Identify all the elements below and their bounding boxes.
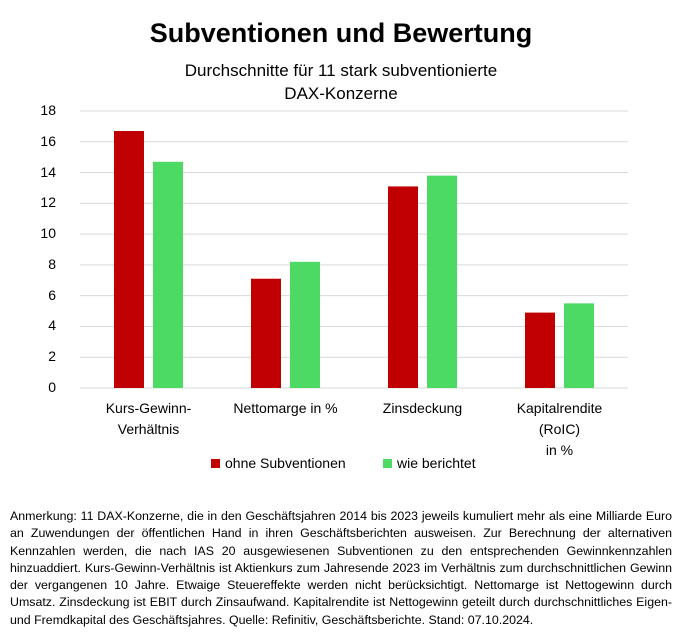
legend-item: wie berichtet xyxy=(383,455,476,471)
legend-label: ohne Subventionen xyxy=(225,455,346,471)
legend-item: ohne Subventionen xyxy=(211,455,346,471)
y-tick-label: 4 xyxy=(48,317,56,334)
y-tick-label: 12 xyxy=(40,194,56,211)
legend-swatch xyxy=(383,458,392,468)
bar xyxy=(251,278,281,388)
x-tick-label: Kapitalrendite (RoIC) in % xyxy=(516,400,603,458)
bar xyxy=(388,186,418,388)
bar xyxy=(564,303,594,388)
y-tick-label: 0 xyxy=(48,379,56,395)
y-tick-label: 14 xyxy=(40,163,56,180)
bar xyxy=(114,131,144,388)
y-tick-label: 18 xyxy=(40,102,56,118)
y-tick-label: 10 xyxy=(40,225,56,242)
chart-title: Subventionen und Bewertung xyxy=(149,18,533,48)
y-tick-label: 8 xyxy=(48,255,56,272)
bar xyxy=(427,175,457,388)
footnote: Anmerkung: 11 DAX-Konzerne, die in den G… xyxy=(10,509,672,627)
bar xyxy=(525,312,555,388)
bar xyxy=(290,261,320,388)
y-tick-label: 6 xyxy=(48,286,56,303)
x-tick-label: Kurs-Gewinn- Verhältnis xyxy=(105,400,192,437)
chart-subtitle: Durchschnitte für 11 stark subventionier… xyxy=(184,61,498,103)
y-tick-label: 2 xyxy=(48,348,56,365)
legend-label: wie berichtet xyxy=(397,455,476,471)
x-tick-label: Zinsdeckung xyxy=(382,400,463,416)
y-tick-label: 16 xyxy=(40,132,56,149)
legend-swatch xyxy=(211,458,220,468)
bar xyxy=(153,161,183,388)
x-tick-label: Nettomarge in % xyxy=(233,400,338,416)
